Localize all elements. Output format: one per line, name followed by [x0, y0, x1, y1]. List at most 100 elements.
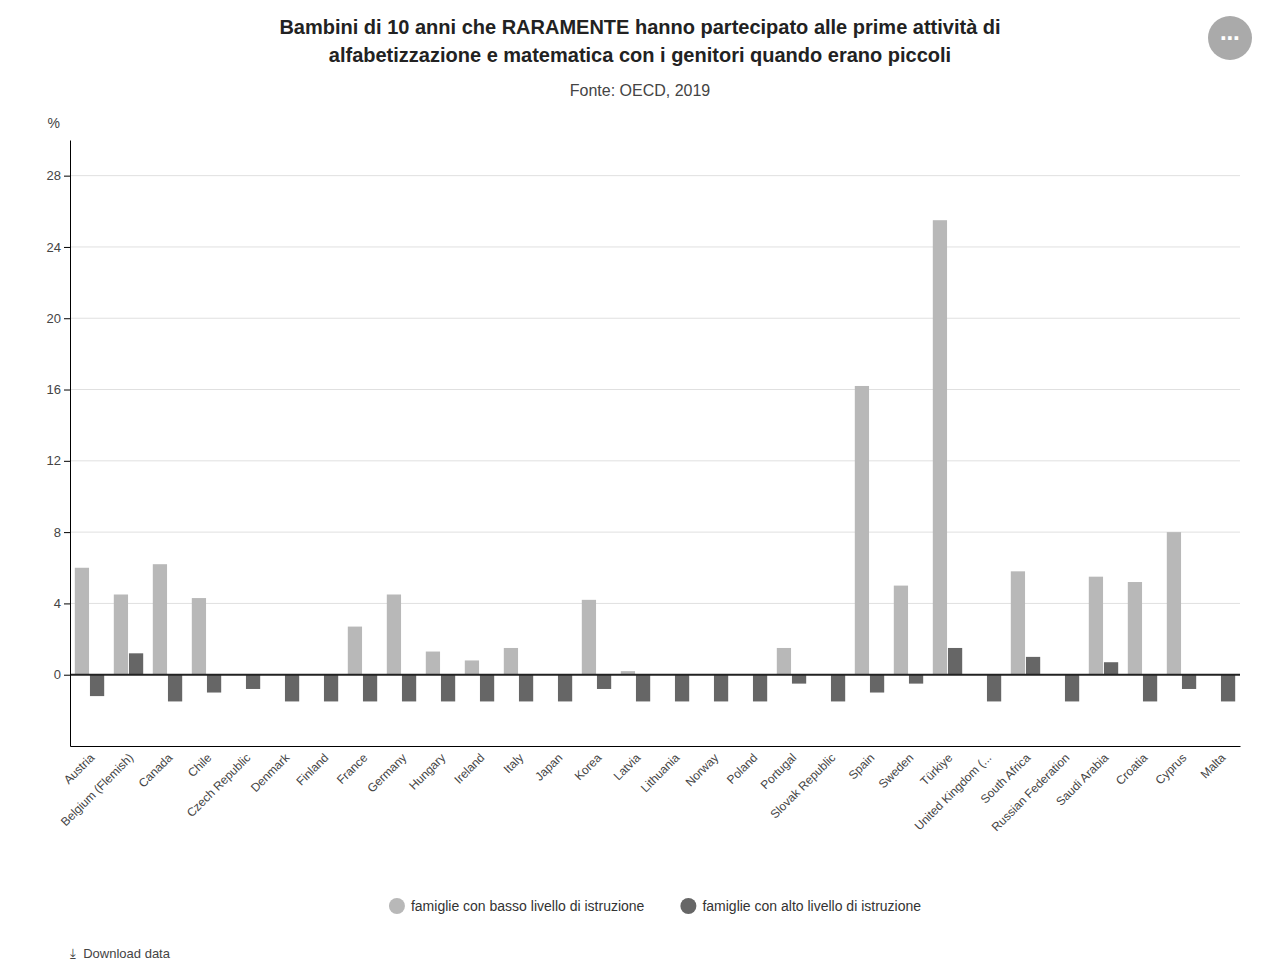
bar-series [75, 220, 1181, 675]
bar [597, 675, 611, 689]
x-tick: Poland [724, 751, 760, 787]
y-tick-label: 24 [47, 240, 61, 255]
x-tick: Denmark [248, 750, 293, 795]
x-tick-label: Italy [501, 751, 526, 776]
legend-label: famiglie con alto livello di istruzione [702, 898, 921, 914]
x-tick-label: Japan [532, 751, 565, 784]
bars [75, 220, 1235, 701]
x-tick-label: Korea [572, 750, 605, 783]
x-tick-label: Türkiye [918, 750, 956, 788]
bar [753, 675, 767, 702]
bar [324, 675, 338, 702]
x-tick: Latvia [611, 750, 644, 783]
grid [70, 176, 1240, 675]
bar [1026, 657, 1040, 675]
x-tick-label: Finland [294, 751, 332, 789]
bar [465, 660, 479, 674]
bar [246, 675, 260, 689]
x-tick-label: Czech Republic [184, 751, 253, 820]
x-tick: Belgium (Flemish) [58, 751, 136, 829]
y-tick-mark [64, 318, 70, 319]
bar [1167, 532, 1181, 675]
legend-item: famiglie con basso livello di istruzione [389, 898, 645, 914]
legend-marker [389, 898, 405, 914]
bar [192, 598, 206, 675]
bar [894, 586, 908, 675]
x-tick: Lithuania [638, 750, 683, 795]
y-tick-label: 20 [47, 311, 61, 326]
grid-line [70, 460, 1240, 461]
x-tick: Japan [532, 751, 565, 784]
x-tick: Czech Republic [184, 751, 253, 820]
bar [153, 564, 167, 675]
x-tick: Saudi Arabia [1053, 750, 1111, 808]
bar [363, 675, 377, 702]
bar [168, 675, 182, 702]
bar [777, 648, 791, 675]
y-tick-label: 4 [54, 596, 61, 611]
legend-marker [680, 898, 696, 914]
x-tick-label: Croatia [1113, 750, 1150, 787]
x-tick-label: Sweden [876, 751, 917, 792]
grid-line [70, 532, 1240, 533]
y-tick-label: 12 [47, 453, 61, 468]
bar [75, 568, 89, 675]
x-tick-label: Canada [136, 750, 176, 790]
x-tick-label: France [334, 750, 371, 787]
x-tick-label: Germany [364, 751, 409, 796]
chart: Bambini di 10 anni che RARAMENTE hanno p… [0, 0, 1280, 976]
bar [426, 652, 440, 675]
x-tick-label: Malta [1198, 750, 1229, 781]
bar [714, 675, 728, 702]
y-tick: 8 [54, 525, 70, 540]
bar [504, 648, 518, 675]
bar [441, 675, 455, 702]
x-tick: Norway [683, 751, 722, 790]
x-tick: Ireland [451, 751, 487, 787]
bar [870, 675, 884, 693]
y-tick-label: 8 [54, 525, 61, 540]
title: Bambini di 10 anni che RARAMENTE hanno p… [279, 16, 1000, 38]
y-tick-mark [64, 247, 70, 248]
x-tick-label: Latvia [611, 750, 644, 783]
x-tick: Chile [185, 750, 214, 779]
bar [207, 675, 221, 693]
x-tick-label: Ireland [451, 751, 487, 787]
bar [90, 675, 104, 696]
bar [1089, 577, 1103, 675]
bar [933, 220, 947, 675]
bar [1128, 582, 1142, 675]
x-tick: Spain [846, 751, 878, 783]
bar [1065, 675, 1079, 702]
x-tick-label: Belgium (Flemish) [58, 751, 136, 829]
menu-button-label: ⋯ [1220, 27, 1240, 49]
bar [1143, 675, 1157, 702]
y-axis: 0481216202428 [47, 141, 71, 747]
y-axis-line [70, 141, 71, 747]
grid-line [70, 389, 1240, 390]
x-tick-label: Cyprus [1152, 751, 1189, 788]
y-axis-label: % [48, 115, 60, 131]
zero-line [70, 674, 1240, 676]
x-tick: Türkiye [918, 750, 956, 788]
x-tick-label: Lithuania [638, 750, 683, 795]
bar [519, 675, 533, 702]
y-tick-mark [64, 461, 70, 462]
x-tick-label: Spain [846, 751, 878, 783]
menu-button-circle [1208, 16, 1252, 60]
x-tick: Slovak Republic [768, 751, 839, 822]
y-tick: 28 [47, 168, 70, 183]
x-tick: Italy [501, 751, 526, 776]
x-tick-label: Chile [185, 750, 214, 779]
y-tick: 12 [47, 453, 70, 468]
x-tick-label: Saudi Arabia [1053, 750, 1111, 808]
y-tick-label: 16 [47, 382, 61, 397]
subtitle: Fonte: OECD, 2019 [570, 82, 711, 99]
y-tick: 16 [47, 382, 70, 397]
bar [1104, 662, 1118, 674]
title: alfabetizzazione e matematica con i geni… [329, 44, 951, 66]
y-tick-mark [64, 675, 70, 676]
bar [1011, 571, 1025, 674]
x-tick: Malta [1198, 750, 1229, 781]
x-tick: Canada [136, 750, 176, 790]
